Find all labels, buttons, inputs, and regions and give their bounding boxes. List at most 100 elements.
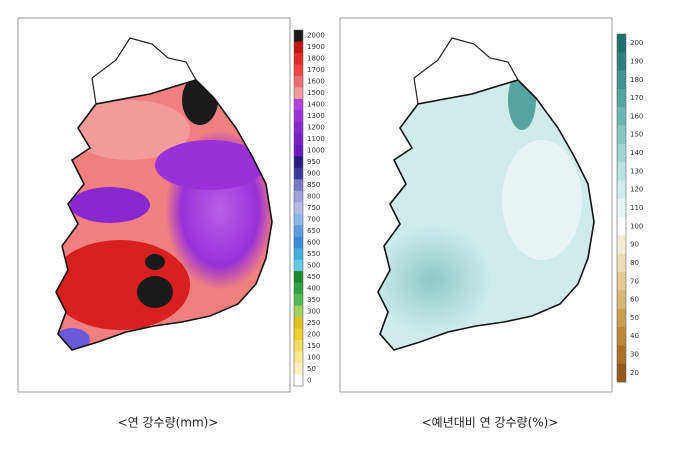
colorbar-swatch bbox=[294, 202, 303, 215]
colorbar-label: 1200 bbox=[307, 124, 325, 132]
colorbar-swatch bbox=[617, 363, 626, 383]
colorbar-swatch bbox=[617, 253, 626, 273]
colorbar-label: 120 bbox=[630, 186, 643, 194]
colorbar-swatch bbox=[294, 363, 303, 375]
colorbar-swatch bbox=[294, 248, 303, 260]
colorbar-swatch bbox=[617, 162, 626, 181]
colorbar-swatch bbox=[294, 317, 303, 329]
colorbar-label: 1400 bbox=[307, 101, 325, 109]
colorbar-swatch bbox=[294, 52, 303, 65]
colorbar-swatch bbox=[294, 305, 303, 318]
colorbar-label: 60 bbox=[630, 296, 639, 304]
colorbar-label: 190 bbox=[630, 57, 643, 65]
colorbar-swatch bbox=[294, 340, 303, 352]
colorbar-swatch bbox=[617, 198, 626, 218]
colorbar-label: 1900 bbox=[307, 43, 325, 51]
colorbar-swatch bbox=[294, 351, 303, 364]
colorbar-label: 140 bbox=[630, 149, 643, 157]
panel-left bbox=[17, 17, 291, 393]
precip-field bbox=[56, 80, 272, 350]
colorbar-swatch bbox=[294, 167, 303, 180]
colorbar-label: 100 bbox=[307, 353, 320, 361]
colorbar-label: 1600 bbox=[307, 78, 325, 86]
colorbar-swatch bbox=[294, 294, 303, 306]
colorbar-swatch bbox=[294, 144, 303, 157]
colorbar-swatch bbox=[294, 87, 303, 100]
colorbar-label: 50 bbox=[630, 314, 639, 322]
colorbar-frame bbox=[293, 29, 304, 387]
colorbar-swatch bbox=[294, 75, 303, 88]
colorbar-swatch bbox=[294, 190, 303, 203]
colorbar-label: 750 bbox=[307, 204, 320, 212]
colorbar-label: 150 bbox=[307, 342, 320, 350]
colorbar-label: 20 bbox=[630, 369, 639, 377]
colorbar-label: 180 bbox=[630, 76, 643, 84]
colorbar-label: 1100 bbox=[307, 135, 325, 143]
colorbar-label: 1800 bbox=[307, 55, 325, 63]
colorbar-swatch bbox=[294, 30, 303, 42]
colorbar-label: 400 bbox=[307, 284, 320, 292]
colorbar-label: 70 bbox=[630, 277, 639, 285]
colorbar-swatch bbox=[617, 143, 626, 163]
colorbar-swatch bbox=[617, 290, 626, 310]
colorbar-label: 150 bbox=[630, 131, 643, 139]
caption: <예년대비 연 강수량(%)> bbox=[422, 416, 559, 430]
colorbar-label: 160 bbox=[630, 112, 643, 120]
colorbar-label: 1500 bbox=[307, 89, 325, 97]
colorbar-label: 200 bbox=[307, 330, 320, 338]
colorbar-label: 850 bbox=[307, 181, 320, 189]
colorbar-swatch bbox=[294, 213, 303, 226]
colorbar-label: 1700 bbox=[307, 66, 325, 74]
panel-right bbox=[339, 17, 613, 393]
colorbar-label: 130 bbox=[630, 167, 643, 175]
colorbar-label: 2000 bbox=[307, 32, 325, 40]
colorbar-swatch bbox=[294, 225, 303, 238]
colorbar-label: 500 bbox=[307, 261, 320, 269]
colorbar-label: 170 bbox=[630, 94, 643, 102]
colorbar-label: 200 bbox=[630, 39, 643, 47]
colorbar-swatch bbox=[617, 345, 626, 364]
colorbar-swatch bbox=[294, 236, 303, 249]
colorbar-swatch bbox=[294, 271, 303, 283]
colorbar-swatch bbox=[617, 88, 626, 108]
colorbar-label: 110 bbox=[630, 204, 643, 212]
colorbar-swatch bbox=[617, 70, 626, 90]
colorbar-swatch bbox=[617, 308, 626, 328]
colorbar-frame bbox=[616, 33, 627, 383]
colorbar-label: 900 bbox=[307, 170, 320, 178]
colorbar-swatch bbox=[294, 98, 303, 111]
colorbar-label: 250 bbox=[307, 319, 320, 327]
colorbar-swatch bbox=[294, 133, 303, 146]
colorbar-swatch bbox=[617, 180, 626, 200]
colorbar-label: 550 bbox=[307, 250, 320, 258]
colorbar-swatch bbox=[294, 110, 303, 123]
colorbar-label: 350 bbox=[307, 296, 320, 304]
colorbars: 2000190018001700160015001400130012001100… bbox=[293, 29, 643, 387]
colorbar-swatch bbox=[294, 328, 303, 341]
colorbar-swatch bbox=[294, 282, 303, 295]
colorbar-label: 40 bbox=[630, 332, 639, 340]
colorbar-label: 0 bbox=[307, 376, 311, 384]
colorbar-label: 300 bbox=[307, 307, 320, 315]
caption: <연 강수량(mm)> bbox=[118, 416, 219, 430]
colorbar-label: 1300 bbox=[307, 112, 325, 120]
colorbar-swatch bbox=[294, 156, 303, 169]
colorbar-label: 1000 bbox=[307, 147, 325, 155]
colorbar-swatch bbox=[617, 217, 626, 236]
colorbar-swatch bbox=[294, 121, 303, 134]
colorbar-swatch bbox=[617, 235, 626, 255]
colorbar-swatch bbox=[617, 107, 626, 126]
colorbar-label: 30 bbox=[630, 351, 639, 359]
colorbar-swatch bbox=[294, 64, 303, 77]
colorbar-swatch bbox=[294, 374, 303, 387]
colorbar-swatch bbox=[617, 327, 626, 346]
colorbar-swatch bbox=[294, 259, 303, 272]
colorbar-label: 700 bbox=[307, 215, 320, 223]
colorbar-swatch bbox=[294, 41, 303, 54]
colorbar-label: 800 bbox=[307, 193, 320, 201]
colorbar-label: 100 bbox=[630, 222, 643, 230]
colorbar-label: 450 bbox=[307, 273, 320, 281]
colorbar-label: 90 bbox=[630, 241, 639, 249]
colorbar-label: 950 bbox=[307, 158, 320, 166]
